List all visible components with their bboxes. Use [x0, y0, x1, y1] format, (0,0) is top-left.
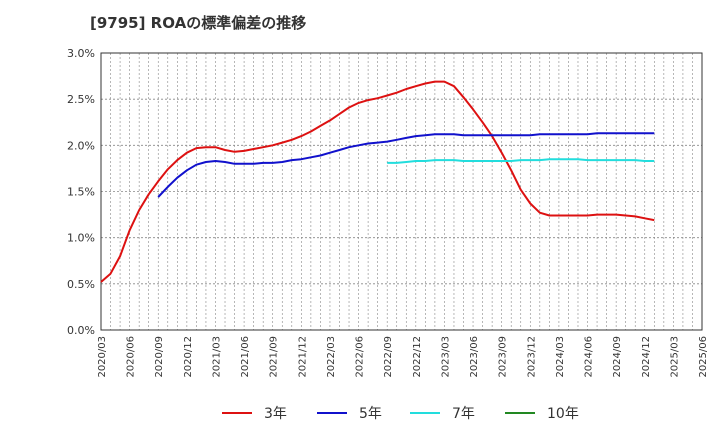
y-tick-label: 1.0%: [67, 232, 95, 245]
legend-label-4: 10年: [547, 406, 579, 422]
x-tick-label: 2021/12: [297, 336, 308, 378]
y-tick-label: 2.5%: [67, 93, 95, 106]
x-tick-label: 2023/03: [440, 336, 451, 378]
y-axis-ticks: 0.0% 0.5% 1.0% 1.5% 2.0% 2.5% 3.0%: [67, 47, 95, 337]
x-tick-label: 2021/03: [211, 336, 222, 378]
legend-label-3: 7年: [452, 406, 475, 422]
x-tick-label: 2024/03: [555, 336, 566, 378]
x-tick-label: 2024/06: [584, 336, 595, 378]
legend-label-1: 3年: [264, 406, 287, 422]
plot-border: [100, 52, 703, 331]
y-tick-label: 1.5%: [67, 186, 95, 199]
y-tick-label: 2.0%: [67, 139, 95, 152]
y-tick-label: 0.0%: [67, 324, 95, 337]
x-tick-label: 2022/03: [326, 336, 337, 378]
x-tick-label: 2024/12: [641, 336, 652, 378]
x-tick-label: 2020/12: [183, 336, 194, 378]
series-line-3: [387, 158, 655, 164]
chart-title: [9795] ROAの標準偏差の推移: [90, 14, 307, 32]
x-tick-label: 2022/09: [383, 336, 394, 378]
x-tick-label: 2022/06: [355, 336, 366, 378]
x-tick-label: 2023/09: [498, 336, 509, 378]
x-tick-label: 2020/03: [97, 336, 108, 378]
x-tick-label: 2022/12: [412, 336, 423, 378]
y-tick-label: 3.0%: [67, 47, 95, 60]
legend: 3年 5年 7年 10年: [222, 406, 579, 422]
series-line-1: [100, 80, 655, 283]
x-tick-label: 2020/09: [154, 336, 165, 378]
x-axis-ticks: 2020/03 2020/06 2020/09 2020/12 2021/03 2021/…: [97, 336, 709, 378]
series-lines: [100, 80, 655, 283]
x-tick-label: 2023/06: [469, 336, 480, 378]
legend-label-2: 5年: [359, 406, 382, 422]
x-tick-label: 2025/06: [698, 336, 709, 378]
x-tick-label: 2023/12: [526, 336, 537, 378]
grid: [100, 52, 703, 331]
series-line-2: [157, 132, 655, 198]
x-tick-label: 2025/03: [669, 336, 680, 378]
plot-frame: [100, 52, 703, 331]
x-tick-label: 2021/06: [240, 336, 251, 378]
x-tick-label: 2021/09: [269, 336, 280, 378]
y-tick-label: 0.5%: [67, 278, 95, 291]
x-tick-label: 2020/06: [126, 336, 137, 378]
x-tick-label: 2024/09: [612, 336, 623, 378]
